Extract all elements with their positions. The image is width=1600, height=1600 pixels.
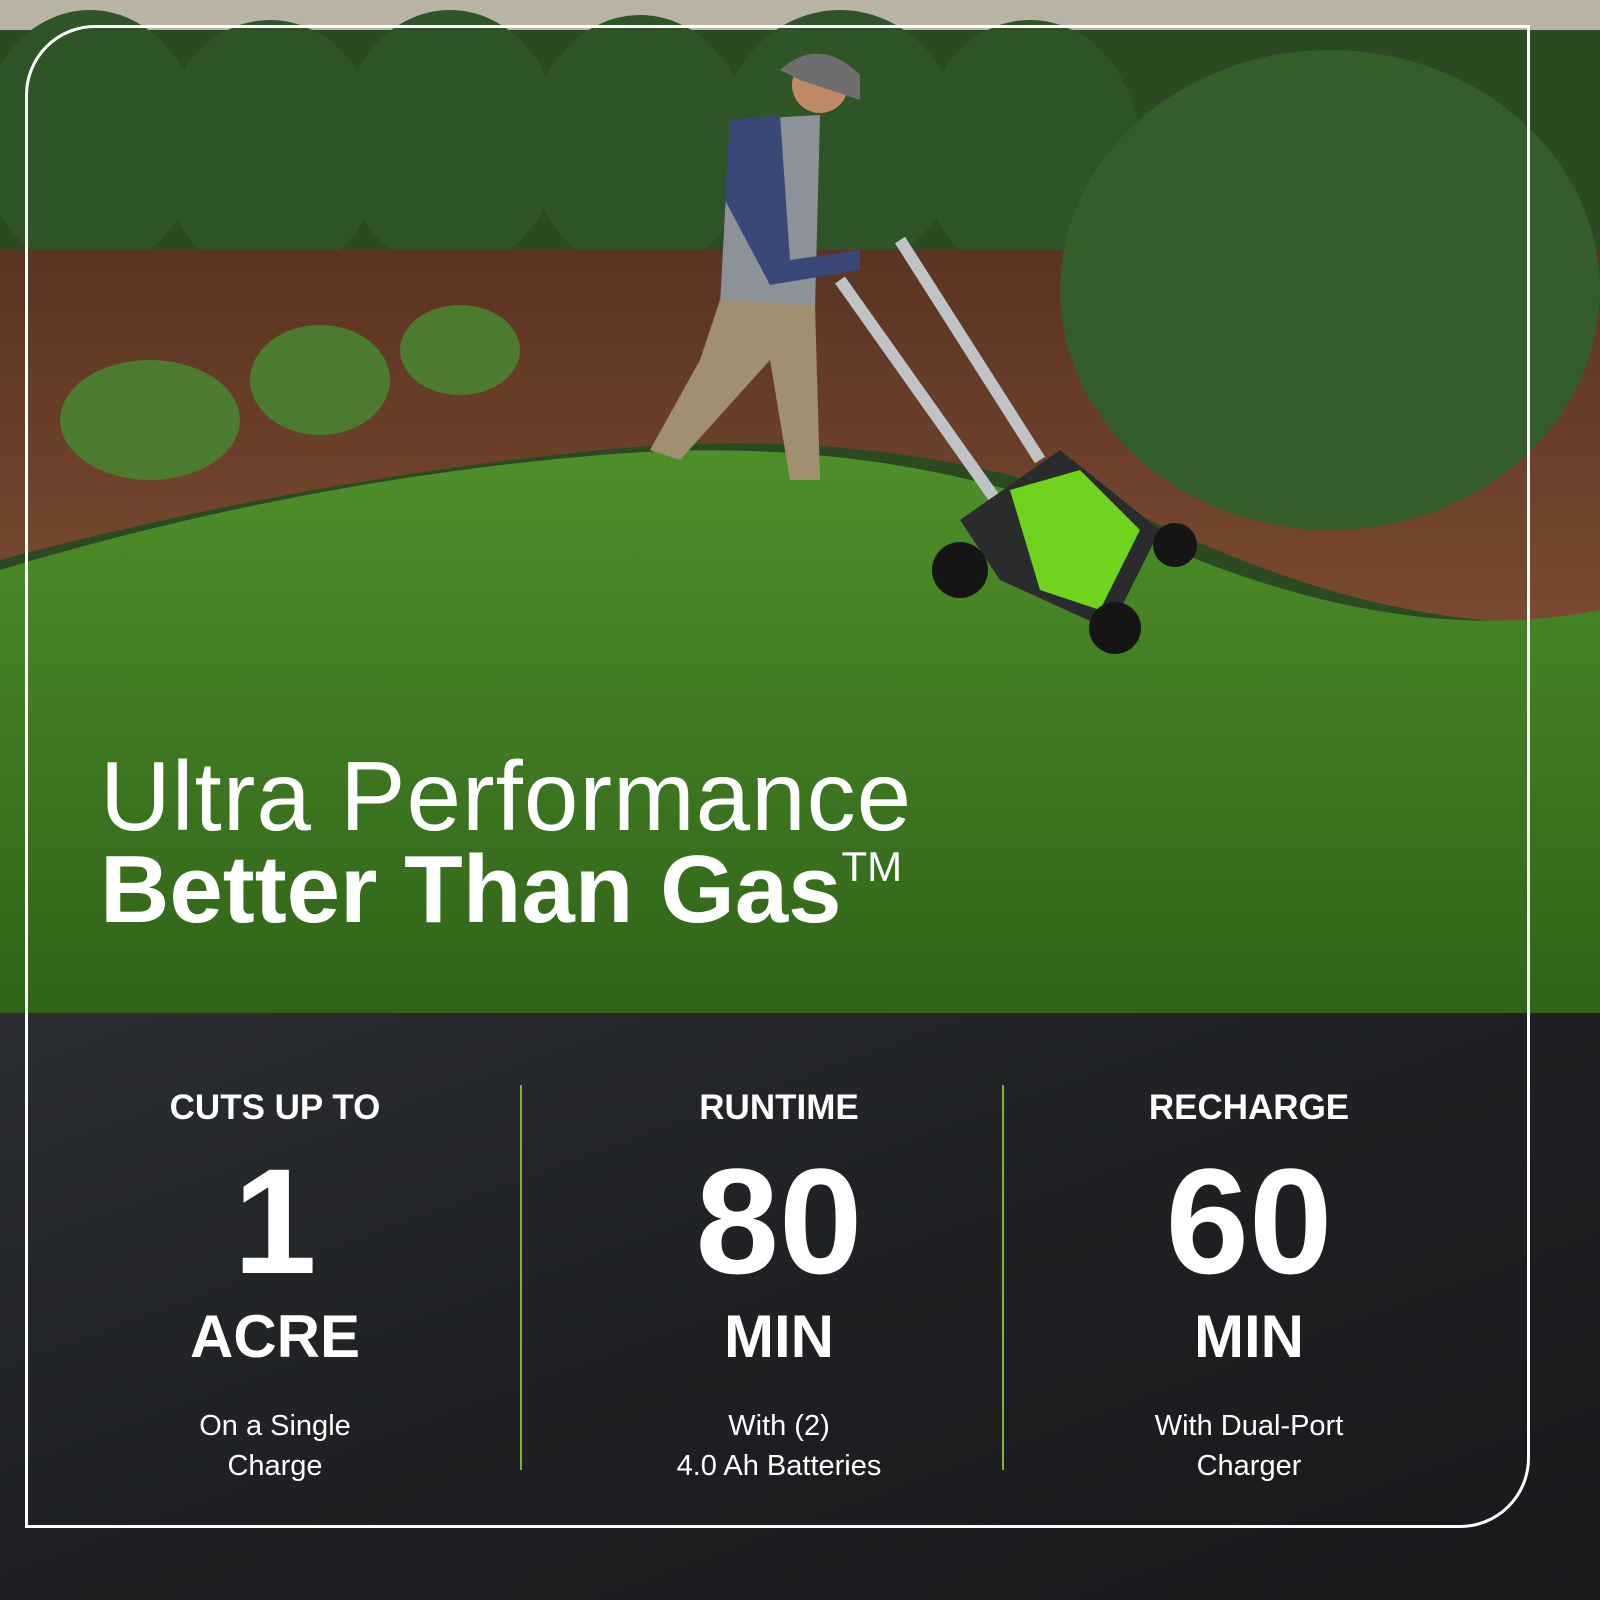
stat-note: On a Single Charge <box>35 1406 515 1486</box>
stat-note: With (2) 4.0 Ah Batteries <box>539 1406 1019 1486</box>
divider <box>1002 1085 1004 1470</box>
note-line-1: With (2) <box>728 1410 830 1442</box>
stat-label: CUTS UP TO <box>169 1088 381 1127</box>
headline-text: Better Than Gas <box>100 836 842 943</box>
lawn-mowing-photo <box>0 0 1600 1015</box>
note-line-2: Charge <box>227 1450 323 1482</box>
stat-value: 1 <box>233 1137 317 1305</box>
stats-panel <box>0 1013 1600 1600</box>
stat-value: 60 <box>1165 1137 1333 1305</box>
stat-unit: ACRE <box>189 1303 360 1370</box>
bush <box>1060 50 1600 530</box>
stat-value: 80 <box>695 1137 863 1305</box>
stat-runtime: RUNTIME 80 MIN With (2) 4.0 Ah Batteries <box>539 1088 1019 1486</box>
mower <box>835 236 1197 654</box>
note-line-1: With Dual-Port <box>1154 1410 1344 1442</box>
stat-note: With Dual-Port Charger <box>1009 1406 1489 1486</box>
stat-label: RECHARGE <box>1148 1088 1350 1127</box>
note-line-2: Charger <box>1196 1450 1302 1482</box>
stat-label: RUNTIME <box>699 1088 859 1127</box>
stat-unit: MIN <box>1194 1303 1304 1370</box>
stat-recharge: RECHARGE 60 MIN With Dual-Port Charger <box>1009 1088 1489 1486</box>
divider <box>520 1085 522 1470</box>
person <box>650 53 860 480</box>
shrubs <box>60 305 520 480</box>
headline-better-than-gas: Better Than GasTM <box>100 835 902 945</box>
headline-ultra-performance: Ultra Performance <box>100 741 913 851</box>
stat-coverage: CUTS UP TO 1 ACRE On a Single Charge <box>35 1088 515 1486</box>
note-line-2: 4.0 Ah Batteries <box>676 1450 882 1482</box>
trademark: TM <box>841 843 903 890</box>
stat-unit: MIN <box>724 1303 834 1370</box>
note-line-1: On a Single <box>199 1410 351 1442</box>
